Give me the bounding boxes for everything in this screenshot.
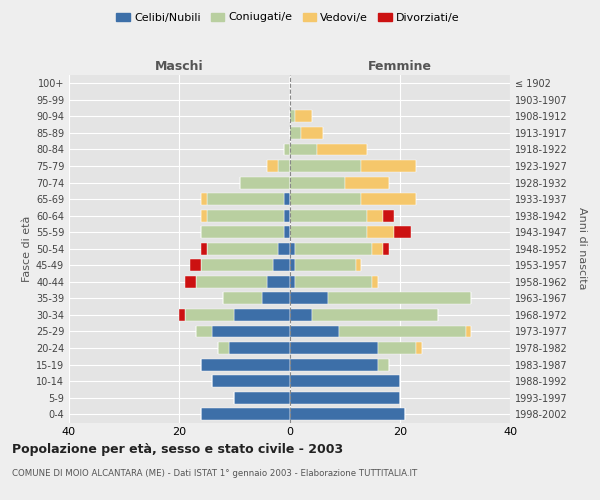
Bar: [328, 292, 472, 304]
Bar: [378, 342, 416, 354]
Text: Femmine: Femmine: [368, 60, 432, 72]
Bar: [311, 309, 439, 321]
Bar: [278, 243, 290, 254]
Bar: [361, 160, 416, 172]
Bar: [383, 210, 394, 222]
Bar: [290, 342, 378, 354]
Bar: [240, 176, 290, 188]
Bar: [179, 309, 185, 321]
Bar: [339, 326, 466, 338]
Bar: [235, 392, 290, 404]
Bar: [268, 160, 278, 172]
Bar: [207, 193, 284, 205]
Bar: [284, 226, 290, 238]
Bar: [372, 276, 378, 288]
Bar: [290, 226, 367, 238]
Bar: [202, 193, 207, 205]
Bar: [290, 160, 361, 172]
Text: COMUNE DI MOIO ALCANTARA (ME) - Dati ISTAT 1° gennaio 2003 - Elaborazione TUTTIT: COMUNE DI MOIO ALCANTARA (ME) - Dati IST…: [12, 469, 417, 478]
Bar: [290, 110, 295, 122]
Bar: [383, 243, 389, 254]
Bar: [290, 193, 361, 205]
Bar: [295, 260, 356, 272]
Bar: [295, 110, 311, 122]
Y-axis label: Fasce di età: Fasce di età: [22, 216, 32, 282]
Bar: [290, 144, 317, 156]
Y-axis label: Anni di nascita: Anni di nascita: [577, 208, 587, 290]
Bar: [290, 260, 295, 272]
Bar: [202, 358, 290, 370]
Bar: [290, 292, 328, 304]
Bar: [317, 144, 367, 156]
Bar: [207, 243, 278, 254]
Bar: [196, 276, 268, 288]
Bar: [290, 243, 295, 254]
Bar: [416, 342, 422, 354]
Bar: [202, 408, 290, 420]
Bar: [367, 210, 383, 222]
Bar: [295, 243, 372, 254]
Bar: [290, 127, 301, 139]
Bar: [466, 326, 472, 338]
Bar: [290, 326, 339, 338]
Bar: [223, 292, 262, 304]
Bar: [356, 260, 361, 272]
Legend: Celibi/Nubili, Coniugati/e, Vedovi/e, Divorziati/e: Celibi/Nubili, Coniugati/e, Vedovi/e, Di…: [112, 8, 464, 27]
Bar: [201, 260, 273, 272]
Bar: [202, 243, 207, 254]
Bar: [284, 193, 290, 205]
Bar: [212, 375, 290, 387]
Bar: [367, 226, 394, 238]
Bar: [268, 276, 290, 288]
Bar: [202, 226, 284, 238]
Bar: [229, 342, 290, 354]
Bar: [190, 260, 202, 272]
Bar: [301, 127, 323, 139]
Bar: [372, 243, 383, 254]
Bar: [185, 276, 196, 288]
Bar: [290, 358, 378, 370]
Bar: [290, 392, 400, 404]
Bar: [207, 210, 284, 222]
Bar: [284, 210, 290, 222]
Bar: [290, 309, 311, 321]
Bar: [290, 276, 295, 288]
Bar: [290, 408, 405, 420]
Text: Maschi: Maschi: [155, 60, 203, 72]
Bar: [218, 342, 229, 354]
Bar: [212, 326, 290, 338]
Bar: [185, 309, 235, 321]
Text: Popolazione per età, sesso e stato civile - 2003: Popolazione per età, sesso e stato civil…: [12, 442, 343, 456]
Bar: [284, 144, 290, 156]
Bar: [278, 160, 290, 172]
Bar: [290, 210, 367, 222]
Bar: [262, 292, 290, 304]
Bar: [378, 358, 389, 370]
Bar: [290, 176, 344, 188]
Bar: [273, 260, 290, 272]
Bar: [295, 276, 372, 288]
Bar: [202, 210, 207, 222]
Bar: [196, 326, 212, 338]
Bar: [344, 176, 389, 188]
Bar: [394, 226, 411, 238]
Bar: [235, 309, 290, 321]
Bar: [290, 375, 400, 387]
Bar: [361, 193, 416, 205]
